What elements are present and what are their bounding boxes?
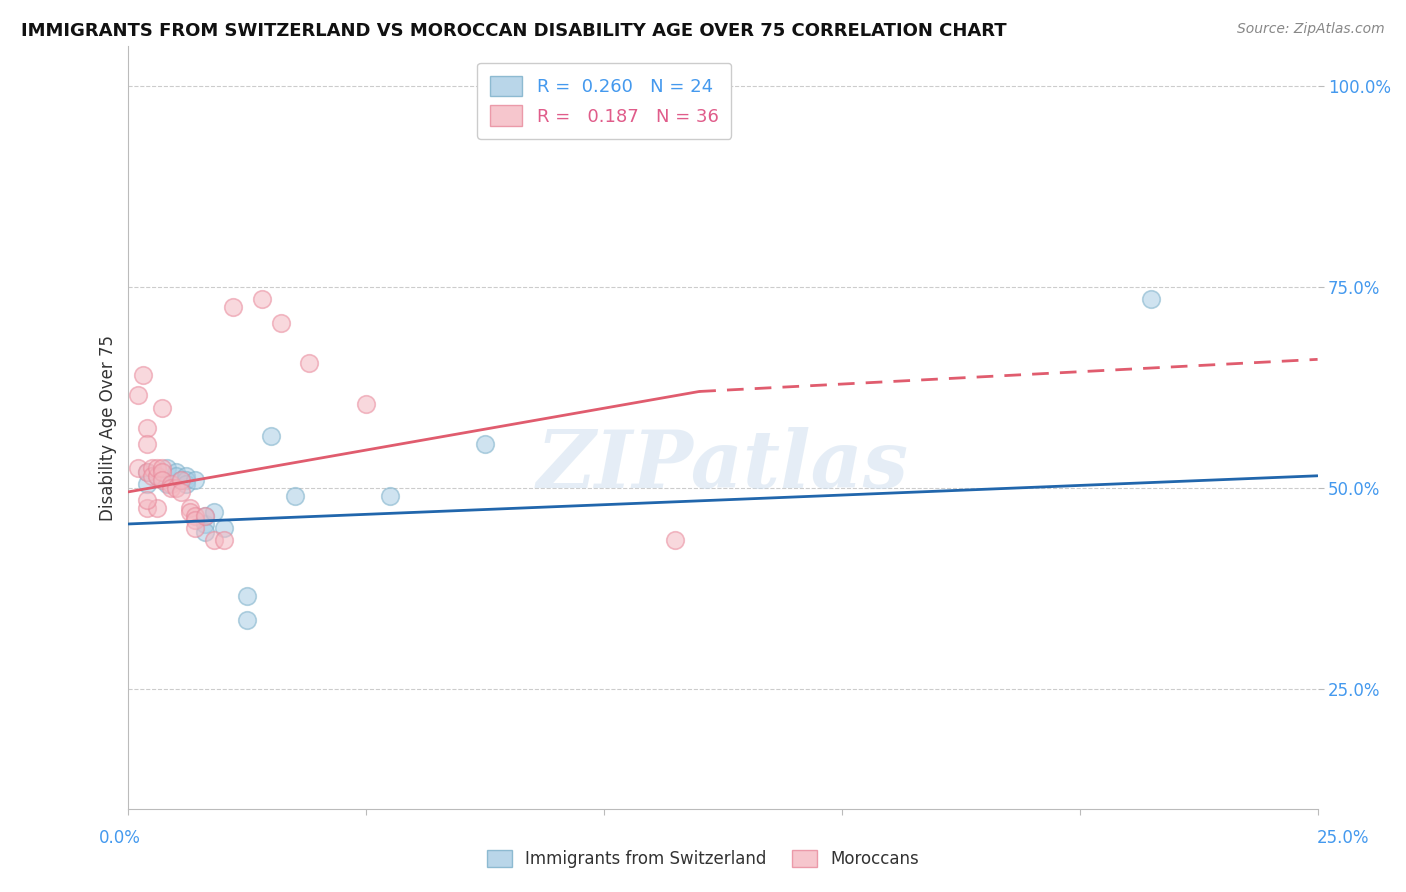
Point [136,492,159,507]
Point [222,300,245,314]
Point [155,476,177,491]
Point [174,473,197,487]
Point [146,500,169,515]
Point [170,484,193,499]
Point [136,436,159,450]
Point [146,468,169,483]
Legend: R =  0.260   N = 24, R =   0.187   N = 36: R = 0.260 N = 24, R = 0.187 N = 36 [477,62,731,139]
Text: IMMIGRANTS FROM SWITZERLAND VS MOROCCAN DISABILITY AGE OVER 75 CORRELATION CHART: IMMIGRANTS FROM SWITZERLAND VS MOROCCAN … [21,22,1007,40]
Point [194,524,217,539]
Point [236,613,259,627]
Point [1140,292,1163,306]
Text: 25.0%: 25.0% [1316,829,1369,847]
Point [155,460,177,475]
Point [174,476,197,491]
Point [179,505,201,519]
Point [146,460,169,475]
Point [356,396,378,410]
Point [150,460,173,475]
Point [170,473,193,487]
Point [202,533,225,547]
Point [184,473,207,487]
Point [150,473,173,487]
Point [165,468,187,483]
Point [270,316,292,330]
Point [664,533,686,547]
Point [127,460,149,475]
Point [170,473,193,487]
Point [160,476,183,491]
Point [250,292,273,306]
Point [136,420,159,434]
Point [236,589,259,603]
Text: Source: ZipAtlas.com: Source: ZipAtlas.com [1237,22,1385,37]
Text: ZIPatlas: ZIPatlas [537,427,910,505]
Point [212,533,235,547]
Point [284,489,307,503]
Point [378,489,401,503]
Point [160,481,183,495]
Point [184,508,207,523]
Point [165,465,187,479]
Point [150,465,173,479]
Point [474,436,496,450]
Point [184,521,207,535]
Point [165,481,187,495]
Point [202,505,225,519]
Point [146,468,169,483]
Legend: Immigrants from Switzerland, Moroccans: Immigrants from Switzerland, Moroccans [481,843,925,875]
Point [174,468,197,483]
Point [136,500,159,515]
Point [136,476,159,491]
Point [194,508,217,523]
Point [136,465,159,479]
Point [136,465,159,479]
Point [260,428,283,442]
Point [127,388,149,402]
Point [141,468,163,483]
Y-axis label: Disability Age Over 75: Disability Age Over 75 [100,334,117,521]
Point [141,460,163,475]
Point [179,500,201,515]
Point [298,356,321,370]
Point [150,401,173,415]
Text: 0.0%: 0.0% [98,829,141,847]
Point [212,521,235,535]
Point [194,508,217,523]
Point [194,516,217,531]
Point [184,513,207,527]
Point [132,368,155,383]
